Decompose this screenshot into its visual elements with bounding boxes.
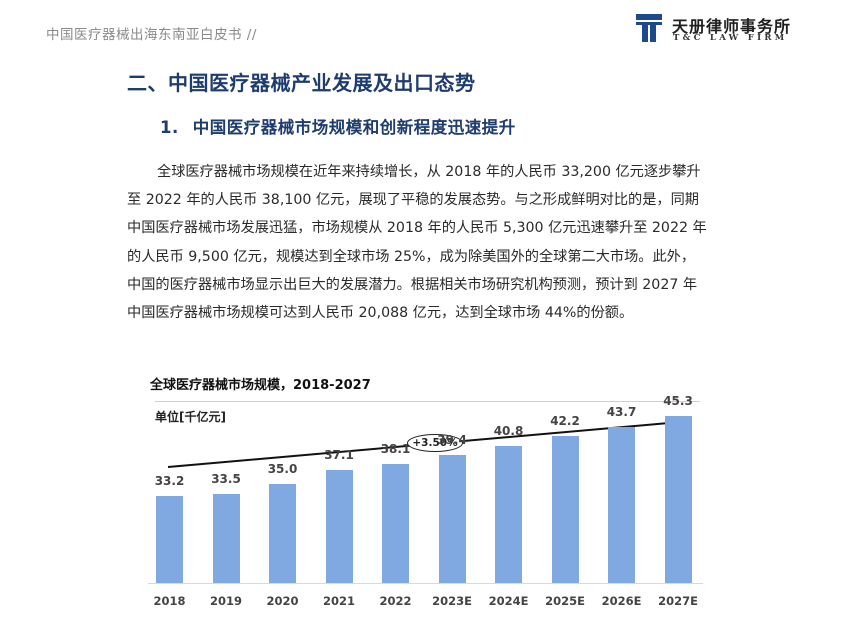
bar-2019 <box>212 493 240 583</box>
section-heading: 二、中国医疗器械产业发展及出口态势 <box>127 71 476 95</box>
bar-2022 <box>382 463 409 583</box>
bar-2021 <box>325 470 353 583</box>
bar-2018 <box>156 495 183 583</box>
bar-2020 <box>269 484 296 583</box>
x-axis-label: 2019 <box>209 594 242 608</box>
x-axis-label: 2023E <box>432 594 472 608</box>
paragraph-line: 至 2022 年的人民币 38,100 亿元，展现了平稳的发展态势。与之形成鲜明… <box>127 192 699 209</box>
x-axis-label: 2026E <box>601 594 642 608</box>
bar-2023E <box>438 454 466 583</box>
subsection-title: 中国医疗器械市场规模和创新程度迅速提升 <box>192 118 516 137</box>
bar-value-label: 38.1 <box>380 441 411 456</box>
tc-logo-icon <box>636 14 662 42</box>
bar-chart: +3.50% 33.2 2018 33.5 2019 35.0 2020 37.1 2021 3… <box>140 394 710 627</box>
x-axis-label: 2027E <box>658 594 698 608</box>
x-axis-label: 2021 <box>322 594 355 608</box>
paragraph-line: 中国医疗器械市场规模可达到人民币 20,088 亿元，达到全球市场 44%的份额… <box>127 305 634 322</box>
bar-2026E <box>608 426 635 583</box>
bar-2024E <box>495 445 522 583</box>
paragraph-line: 中国医疗器械市场发展迅猛，市场规模从 2018 年的人民币 5,300 亿元迅速… <box>127 220 707 237</box>
subsection-number: 1. <box>160 118 179 137</box>
x-axis-label: 2022 <box>379 594 412 608</box>
bar-2025E <box>551 436 579 583</box>
bar-value-label: 33.2 <box>154 473 185 488</box>
bar-value-label: 45.3 <box>663 394 693 409</box>
body-paragraph: 全球医疗器械市场规模在近年来持续增长，从 2018 年的人民币 33,200 亿… <box>127 158 727 327</box>
bar-value-label: 33.5 <box>211 471 241 486</box>
bar-value-label: 39.4 <box>437 432 467 447</box>
chart-title: 全球医疗器械市场规模，2018-2027 <box>150 378 371 393</box>
chart-divider <box>155 401 700 402</box>
chart-unit-label: 单位[千亿元] <box>155 410 226 424</box>
bar-value-label: 40.8 <box>493 423 524 438</box>
logo-english-name: T&C LAW FIRM <box>673 33 788 43</box>
bar-value-label: 43.7 <box>606 404 637 419</box>
x-axis-line <box>148 583 703 584</box>
x-axis-label: 2024E <box>488 594 529 608</box>
paragraph-line: 中国的医疗器械市场显示出巨大的发展潜力。根据相关市场研究机构预测，预计到 202… <box>127 276 698 293</box>
subsection-heading: 1. 中国医疗器械市场规模和创新程度迅速提升 <box>160 114 516 138</box>
bar-value-label: 37.1 <box>324 448 354 463</box>
bar-value-label: 42.2 <box>550 414 580 429</box>
paragraph-line: 全球医疗器械市场规模在近年来持续增长，从 2018 年的人民币 33,200 亿… <box>157 164 701 180</box>
growth-rate-badge: +3.50% <box>407 434 463 452</box>
x-axis-label: 2025E <box>545 594 585 608</box>
document-title: 中国医疗器械出海东南亚白皮书 // <box>46 27 257 43</box>
logo-chinese-name: 天册律师事务所 <box>672 17 792 36</box>
x-axis-label: 2018 <box>153 594 186 608</box>
bar-value-label: 35.0 <box>267 462 298 476</box>
x-axis-label: 2020 <box>266 594 299 608</box>
law-firm-logo: 天册律师事务所 T&C LAW FIRM <box>636 12 836 48</box>
bar-2027E <box>664 416 692 583</box>
paragraph-line: 的人民币 9,500 亿元，规模达到全球市场 25%，成为除美国外的全球第二大市… <box>127 248 696 265</box>
